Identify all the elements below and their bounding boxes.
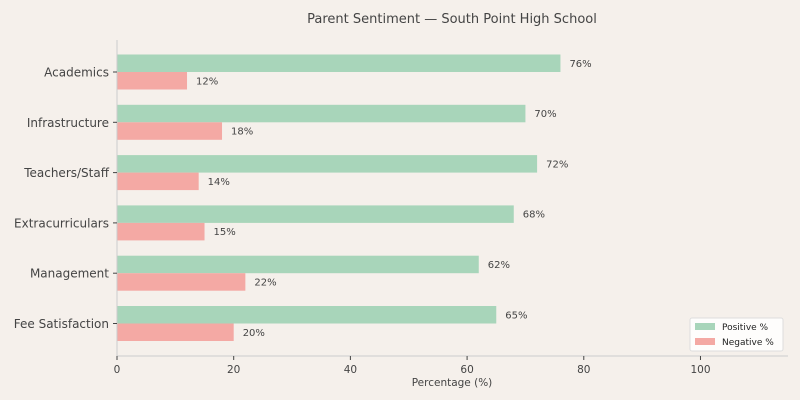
y-tick-label: Academics: [44, 66, 109, 80]
y-tick-label: Fee Satisfaction: [14, 317, 109, 331]
plot-area: 76% 12% 70% 18% 72% 14% 68% 15% 62% 22% 65% 20%: [117, 54, 592, 341]
legend-label: Negative %: [722, 338, 774, 348]
bar-positive: [117, 255, 479, 274]
bar-negative: [117, 72, 188, 90]
legend-swatch: [695, 323, 715, 330]
x-tick-label: 0: [114, 364, 121, 376]
chart-title: Parent Sentiment — South Point High Scho…: [307, 12, 597, 27]
bar-negative: [117, 222, 205, 241]
data-label: 68%: [523, 210, 545, 221]
data-label: 62%: [488, 260, 510, 271]
bar-positive: [117, 54, 561, 72]
bar-negative: [117, 273, 246, 291]
data-label: 18%: [231, 127, 253, 138]
x-tick-label: 40: [344, 364, 357, 376]
x-tick-label: 60: [460, 364, 473, 376]
data-label: 12%: [196, 76, 218, 87]
bar-negative: [117, 172, 199, 191]
y-tick-label: Infrastructure: [27, 116, 109, 130]
data-label: 14%: [208, 177, 230, 188]
y-tick-label: Management: [30, 267, 109, 281]
x-tick-label: 20: [227, 364, 240, 376]
legend-swatch: [695, 338, 715, 345]
y-axis: Academics Infrastructure Teachers/Staff Ext…: [14, 66, 117, 331]
bar-positive: [117, 306, 497, 324]
y-tick-label: Extracurriculars: [14, 216, 109, 230]
x-axis-label: Percentage (%): [412, 377, 493, 389]
data-label: 76%: [569, 59, 591, 70]
bar-positive: [117, 155, 538, 173]
data-label: 65%: [505, 310, 527, 321]
bar-positive: [117, 104, 526, 123]
bar-negative: [117, 323, 234, 341]
data-label: 70%: [534, 109, 556, 120]
data-label: 22%: [254, 277, 276, 288]
x-tick-label: 80: [577, 364, 590, 376]
y-tick-label: Teachers/Staff: [23, 166, 110, 180]
x-axis: 0 20 40 60 80 100: [114, 356, 711, 376]
data-label: 15%: [214, 227, 236, 238]
data-label: 72%: [546, 159, 568, 170]
data-label: 20%: [243, 328, 265, 339]
legend-label: Positive %: [722, 323, 769, 333]
bar-positive: [117, 205, 514, 223]
x-tick-label: 100: [690, 364, 710, 376]
legend: Positive % Negative %: [689, 317, 784, 352]
bar-negative: [117, 122, 223, 140]
